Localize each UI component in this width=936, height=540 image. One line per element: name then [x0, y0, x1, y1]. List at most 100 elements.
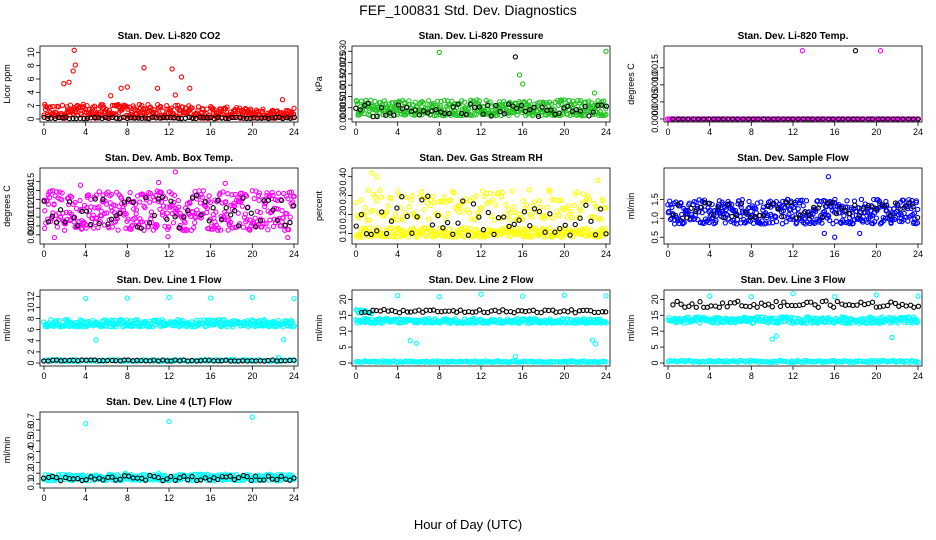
- x-tick-label: 4: [707, 127, 712, 137]
- data-point: [812, 208, 819, 215]
- data-point: [151, 357, 157, 363]
- data-point: [518, 102, 525, 109]
- data-point: [763, 220, 769, 226]
- data-point: [228, 212, 234, 218]
- data-point: [582, 103, 588, 110]
- points: [665, 290, 922, 366]
- data-point: [287, 219, 293, 226]
- data-point: [159, 209, 166, 215]
- y-tick-label: 0.000: [338, 108, 348, 131]
- data-point: [59, 115, 65, 121]
- data-point: [720, 214, 726, 221]
- data-point: [887, 212, 894, 218]
- data-point: [807, 211, 814, 217]
- data-point: [172, 169, 178, 175]
- data-point: [834, 298, 841, 305]
- x-tick-label: 0: [41, 371, 46, 381]
- data-point: [468, 358, 475, 365]
- data-point: [745, 205, 751, 212]
- data-point: [72, 62, 78, 68]
- x-tick-label: 20: [247, 371, 257, 381]
- data-point: [873, 215, 880, 221]
- data-point: [83, 420, 89, 427]
- data-point: [699, 209, 705, 216]
- data-point: [735, 116, 741, 122]
- data-point: [170, 202, 176, 209]
- data-point: [385, 203, 392, 209]
- data-point: [261, 221, 267, 227]
- data-point: [71, 215, 77, 221]
- panel-2: Stan. Dev. Li-820 Temp.degrees C0 4 8 12 16 2…: [626, 31, 923, 137]
- data-point: [520, 293, 526, 299]
- data-point: [108, 93, 114, 99]
- data-point: [903, 116, 910, 122]
- panel-title: Stan. Dev. Line 3 Flow: [741, 275, 846, 286]
- data-point: [535, 113, 542, 120]
- data-point: [267, 217, 273, 223]
- data-point: [61, 227, 68, 233]
- data-point: [602, 319, 608, 325]
- data-point: [737, 213, 743, 220]
- data-point: [493, 102, 499, 109]
- data-point: [172, 92, 178, 98]
- y-tick-label: 15: [650, 310, 660, 320]
- data-point: [511, 221, 517, 227]
- data-point: [381, 98, 388, 104]
- x-tick-label: 20: [247, 127, 257, 137]
- data-point: [175, 115, 182, 122]
- data-point: [724, 304, 730, 310]
- data-point: [874, 205, 880, 212]
- data-point: [270, 207, 276, 213]
- data-point: [192, 219, 198, 226]
- data-point: [81, 116, 87, 122]
- data-point: [765, 116, 771, 122]
- data-point: [177, 222, 183, 229]
- data-point: [914, 214, 921, 221]
- data-point: [274, 217, 281, 224]
- data-point: [117, 210, 123, 217]
- points: [41, 294, 298, 364]
- data-point: [191, 224, 197, 231]
- data-point: [56, 317, 62, 324]
- data-point: [478, 205, 485, 211]
- data-point: [279, 97, 286, 103]
- data-point: [427, 202, 433, 209]
- data-point: [147, 199, 153, 205]
- data-point: [223, 205, 229, 211]
- x-tick-label: 4: [83, 249, 88, 259]
- data-point: [285, 195, 291, 202]
- data-point: [391, 234, 397, 240]
- y-tick-label: 4: [26, 90, 36, 95]
- data-point: [281, 190, 287, 197]
- data-point: [400, 307, 406, 314]
- data-point: [556, 197, 562, 203]
- data-point: [544, 204, 551, 211]
- data-point: [547, 188, 553, 195]
- panel-title: Stan. Dev. Li-820 CO2: [118, 31, 221, 42]
- data-point: [450, 104, 456, 110]
- data-point: [83, 208, 90, 214]
- data-point: [68, 194, 75, 200]
- data-point: [387, 110, 393, 116]
- data-point: [784, 302, 791, 309]
- data-point: [409, 230, 415, 236]
- data-point: [860, 206, 866, 212]
- data-point: [381, 306, 387, 313]
- data-point: [220, 189, 226, 195]
- data-point: [755, 116, 761, 122]
- data-point: [603, 111, 609, 118]
- data-point: [419, 189, 425, 195]
- x-tick-label: 24: [601, 127, 611, 137]
- data-point: [537, 204, 543, 210]
- data-point: [168, 105, 174, 111]
- data-point: [253, 224, 259, 230]
- data-point: [277, 196, 284, 203]
- x-tick-label: 0: [353, 371, 358, 381]
- panel-title: Stan. Dev. Gas Stream RH: [419, 153, 542, 164]
- data-point: [84, 103, 90, 109]
- x-tick-label: 4: [395, 127, 400, 137]
- data-point: [44, 104, 50, 110]
- data-point: [290, 324, 296, 330]
- x-tick-label: 16: [206, 493, 216, 503]
